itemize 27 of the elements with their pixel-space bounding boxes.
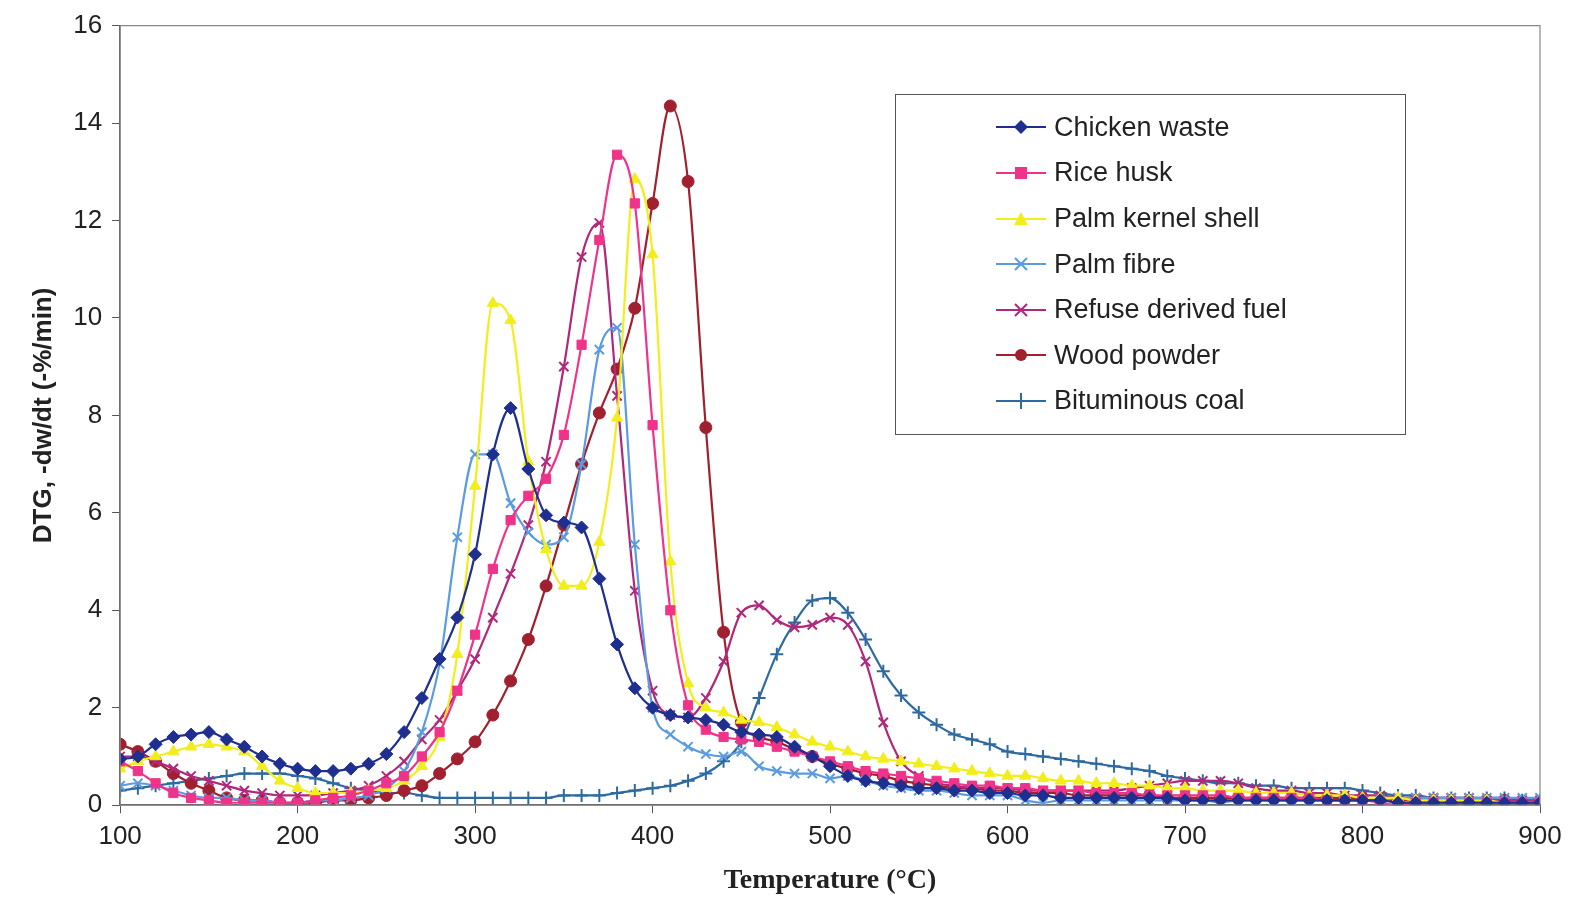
x-tick-label: 600 [985, 819, 1030, 850]
x-tick-label: 500 [808, 819, 852, 850]
y-tick-label: 4 [87, 593, 103, 624]
y-tick-label: 2 [87, 690, 103, 721]
y-axis-title: DTG, -dw/dt (-%/min) [26, 287, 57, 544]
x-tick-label: 700 [1163, 819, 1207, 850]
y-tick-label: 16 [73, 8, 103, 39]
x-axis-title: Temperature (°C) [723, 863, 937, 895]
legend-label: Chicken waste [1054, 111, 1230, 143]
x-tick-label: 200 [275, 819, 320, 850]
legend-label: Palm fibre [1054, 248, 1176, 280]
y-tick-label: 14 [73, 106, 103, 137]
y-tick-label: 10 [73, 301, 103, 332]
x-tick-label: 300 [453, 819, 497, 850]
legend-label: Bituminous coal [1054, 385, 1245, 417]
x-tick-label: 900 [1518, 819, 1562, 850]
y-tick-label: 0 [87, 788, 103, 819]
y-tick-label: 8 [87, 398, 103, 429]
x-tick-label: 400 [630, 819, 675, 850]
legend-label: Wood powder [1054, 339, 1221, 371]
legend-label: Rice husk [1054, 157, 1173, 189]
x-tick-label: 100 [98, 819, 142, 850]
legend-label: Refuse derived fuel [1054, 294, 1287, 326]
legend-label: Palm kernel shell [1054, 203, 1260, 235]
y-tick-label: 12 [73, 203, 103, 234]
x-tick-label: 800 [1340, 819, 1385, 850]
y-tick-label: 6 [87, 496, 103, 527]
